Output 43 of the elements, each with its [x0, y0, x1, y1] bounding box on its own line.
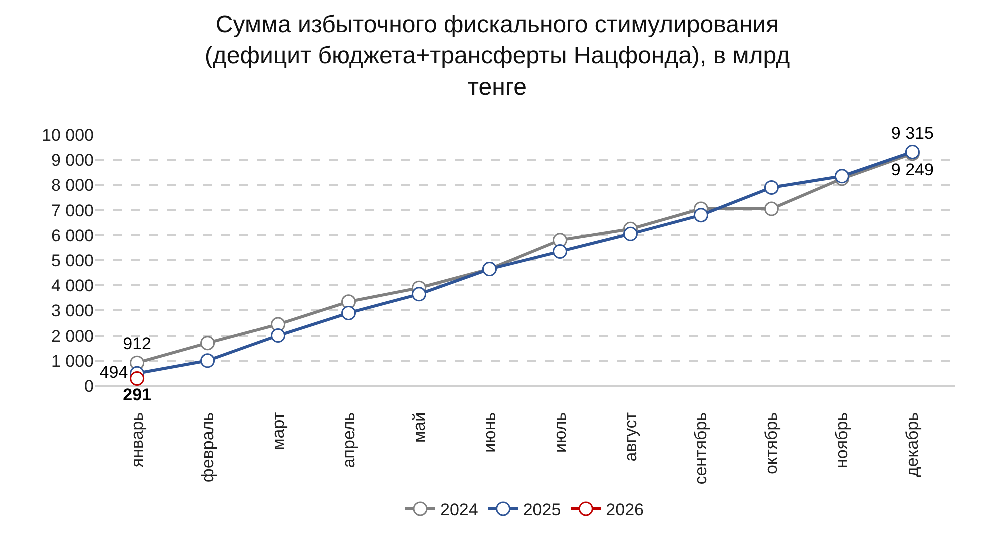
- x-tick-label: август: [621, 412, 640, 462]
- y-tick-label: 10 000: [42, 126, 94, 145]
- legend-label: 2026: [606, 500, 644, 520]
- point: [412, 287, 427, 302]
- legend-label: 2025: [523, 500, 562, 520]
- y-tick-label: 4 000: [51, 276, 94, 296]
- x-tick-label: ноябрь: [832, 412, 852, 469]
- data-label: 291: [123, 386, 152, 405]
- y-tick-label: 1 000: [51, 352, 94, 371]
- x-tick-label: декабрь: [903, 412, 922, 478]
- x-tick-label: май: [410, 412, 429, 444]
- point: [764, 202, 779, 216]
- y-tick-label: 3 000: [51, 302, 94, 321]
- y-tick-label: 5 000: [51, 251, 94, 270]
- point: [342, 306, 356, 320]
- x-tick-label: март: [268, 412, 288, 450]
- point: [553, 244, 568, 259]
- point: [130, 371, 145, 386]
- y-tick-label: 0: [84, 376, 94, 396]
- data-label: 494: [100, 362, 128, 382]
- point: [200, 354, 216, 368]
- point: [271, 328, 286, 344]
- legend-label: 2024: [440, 500, 478, 520]
- point: [200, 336, 216, 351]
- y-tick-label: 6 000: [51, 226, 94, 246]
- x-tick-label: январь: [128, 412, 147, 468]
- x-tick-label: февраль: [198, 412, 218, 483]
- x-tick-label: октябрь: [762, 412, 782, 475]
- x-tick-label: апрель: [339, 412, 358, 468]
- data-label: 9 249: [891, 160, 934, 180]
- point: [764, 180, 779, 195]
- y-tick-label: 7 000: [51, 201, 94, 220]
- y-tick-label: 8 000: [51, 176, 94, 196]
- x-tick-label: июнь: [480, 412, 500, 453]
- x-tick-label: сентябрь: [692, 412, 711, 485]
- point: [694, 208, 708, 223]
- chart-title: Сумма избыточного фискального стимулирования (дефицит бюджета+трансферты Нацфонда), в млрд тенге: [204, 11, 790, 101]
- point: [623, 226, 638, 242]
- y-tick-label: 9 000: [51, 151, 94, 170]
- x-tick-label: июль: [550, 412, 570, 454]
- data-label: 912: [123, 334, 152, 354]
- data-label: 9 315: [891, 124, 934, 143]
- y-tick-label: 2 000: [51, 326, 94, 346]
